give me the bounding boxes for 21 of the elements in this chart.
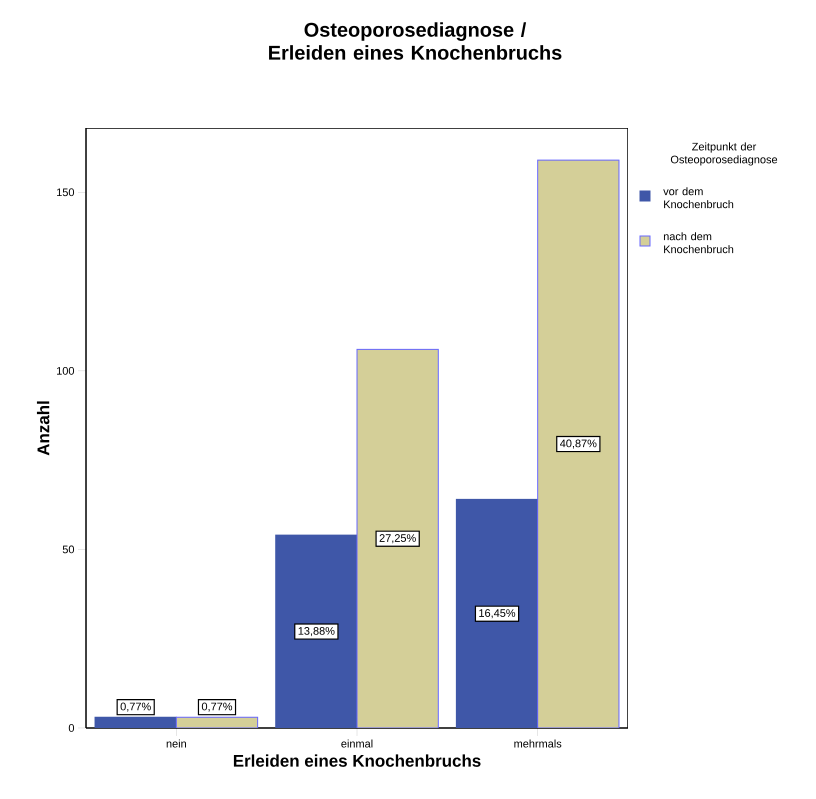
annotation: 40,87% [560,440,597,449]
y-axis-title: Anzahl [36,401,50,456]
annotation: 27,25% [380,534,416,544]
x-tick-label: einmal [341,740,372,748]
x-tick-label: mehrmals [514,740,562,748]
legend-label: nach dem Knochenbruch [664,232,734,254]
chart-title: Osteoporosediagnose / Erleiden eines Knochenbruchs [269,22,562,60]
y-tick-label: 100 [57,366,74,375]
annotation: 13,88% [298,627,335,636]
annotation: 0,77% [202,702,232,712]
x-axis-title: Erleiden eines Knochenbruchs [234,754,481,767]
y-tick-label: 50 [62,546,74,554]
x-tick-label: nein [166,740,186,748]
annotation: 0,77% [120,702,151,712]
legend-label: vor dem Knochenbruch [663,187,734,208]
y-tick-label: 150 [57,188,74,196]
bar [356,348,439,728]
bar [537,160,620,728]
annotation: 16,45% [479,609,516,618]
legend-title: Zeitpunkt der Osteoporosediagnose [670,142,778,166]
y-tick-label: 0 [68,724,74,732]
